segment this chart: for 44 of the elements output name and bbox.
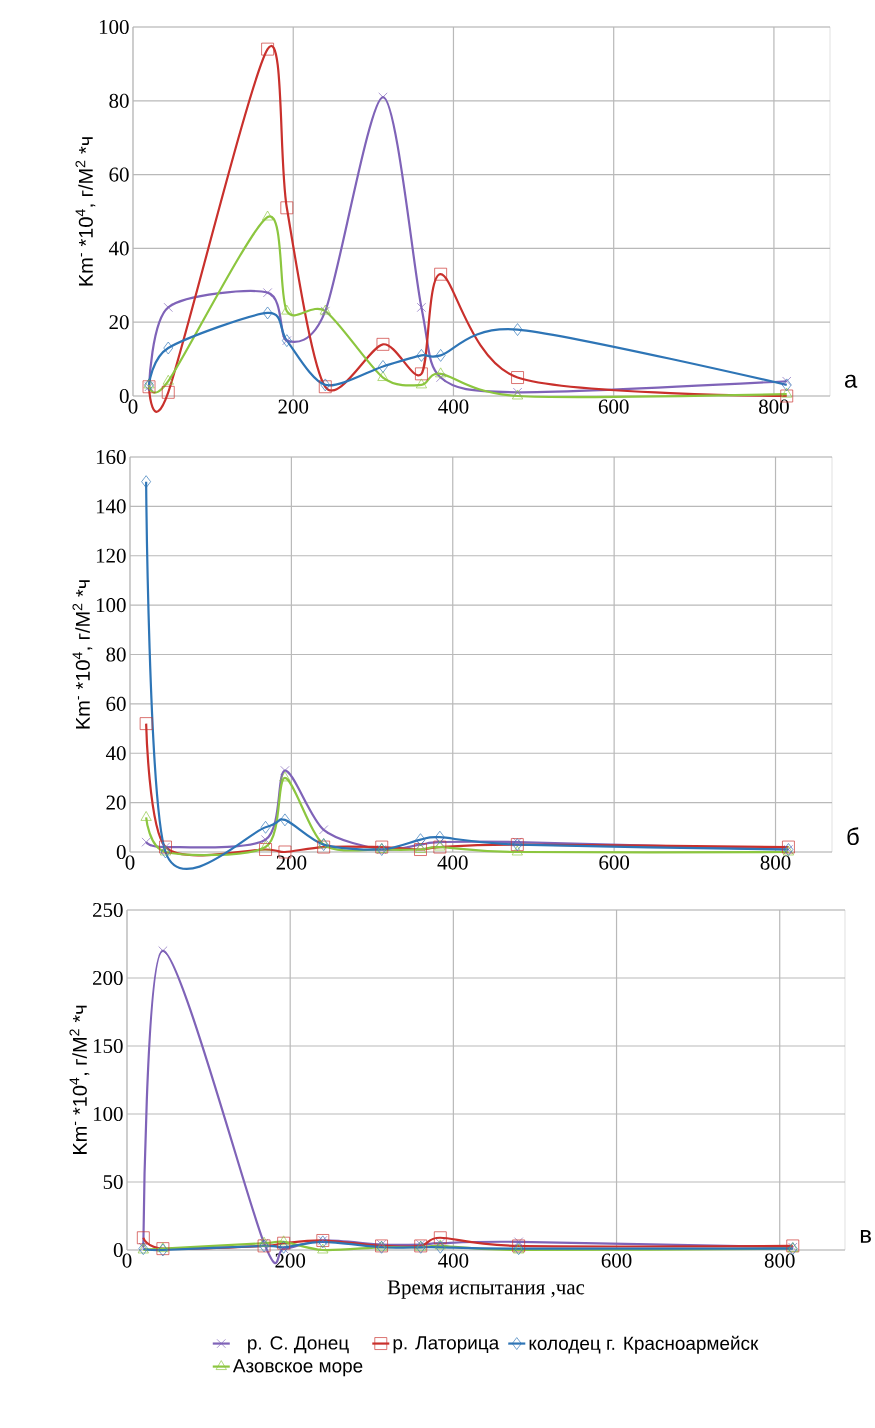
- y-tick-label: 250: [92, 902, 123, 918]
- x-tick-label: 400: [437, 855, 468, 870]
- y-tick-label: 40: [108, 241, 129, 256]
- y-tick-label: 20: [106, 795, 126, 810]
- x-tick-label: 200: [275, 1253, 305, 1268]
- y-tick-label: 20: [109, 315, 129, 330]
- y-tick-label: 40: [105, 746, 126, 761]
- y-tick-label: 100: [99, 19, 129, 35]
- x-tick-label: 600: [601, 1253, 632, 1268]
- y-tick-label: 0: [116, 844, 126, 860]
- x-tick-label: 200: [276, 855, 307, 870]
- y-tick-label: 160: [96, 449, 126, 465]
- x-tick-label: 800: [760, 855, 791, 870]
- legend-label: Азовское море: [232, 1359, 363, 1377]
- y-tick-label: 0: [119, 388, 129, 404]
- y-tick-label: 140: [96, 499, 126, 514]
- x-tick-label: 400: [437, 1253, 469, 1268]
- y-tick-label: 50: [103, 1174, 123, 1190]
- legend-label: р. С. Донец: [247, 1336, 349, 1354]
- x-tick-label: 600: [598, 399, 629, 414]
- y-axis-title: Km$^{-}$ *10$^{4}$, г/М$^{2}$ *ч: [69, 1005, 90, 1154]
- text: б: [847, 827, 859, 846]
- y-tick-label: 60: [106, 696, 126, 711]
- y-tick-label: 0: [113, 1242, 123, 1258]
- x-tick-label: 200: [278, 399, 308, 414]
- y-axis-title: Km$^{-}$ *10$^{4}$, г/М$^{2}$ *ч: [72, 580, 93, 729]
- y-tick-label: 200: [92, 970, 123, 986]
- y-tick-label: 80: [106, 647, 126, 662]
- y-tick-label: 120: [96, 548, 126, 563]
- text: в: [860, 1230, 871, 1243]
- x-tick-label: 600: [599, 855, 629, 870]
- legend-label: колодец г. Красноармейск: [529, 1335, 759, 1354]
- y-tick-label: 100: [93, 1106, 123, 1122]
- x-tick-label: 800: [758, 399, 789, 414]
- y-tick-label: 60: [109, 167, 129, 182]
- y-tick-label: 100: [96, 598, 126, 613]
- x-axis-title: Время испытания ,час: [387, 1280, 585, 1299]
- legend-label: р. Латорица: [393, 1336, 500, 1354]
- x-tick-label: 800: [764, 1253, 795, 1268]
- y-axis-title: Km$^{-}$ *10$^{4}$, г/М$^{2}$ *ч: [75, 137, 96, 286]
- y-tick-label: 150: [93, 1038, 123, 1054]
- y-tick-label: 80: [109, 93, 129, 108]
- x-tick-label: 400: [438, 399, 469, 414]
- text: а: [844, 374, 858, 388]
